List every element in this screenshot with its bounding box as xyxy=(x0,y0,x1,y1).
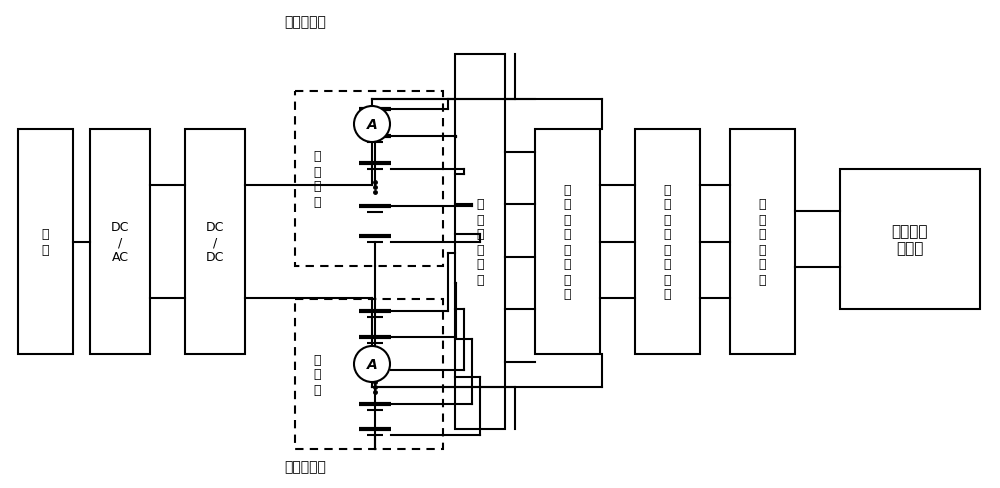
Bar xyxy=(295,92,443,266)
Bar xyxy=(185,130,245,354)
Text: 数字信号
处理器: 数字信号 处理器 xyxy=(892,224,928,256)
Text: 电
压
测
量
电
路: 电 压 测 量 电 路 xyxy=(476,198,484,286)
Bar xyxy=(295,299,443,449)
Text: 模
数
转
换
电
路: 模 数 转 换 电 路 xyxy=(759,198,766,286)
Bar xyxy=(535,130,600,354)
Text: 信
号
调
理
放
大
电
路: 信 号 调 理 放 大 电 路 xyxy=(664,183,671,301)
Text: 电流传感器: 电流传感器 xyxy=(284,15,326,29)
Text: DC
/
DC: DC / DC xyxy=(206,221,224,264)
Text: 燃
料
电
池: 燃 料 电 池 xyxy=(313,150,321,208)
Bar xyxy=(90,130,150,354)
Bar xyxy=(840,170,980,309)
Bar xyxy=(18,130,73,354)
Bar xyxy=(635,130,700,354)
Text: 电流传感器: 电流传感器 xyxy=(284,459,326,473)
Text: 锂
电
池: 锂 电 池 xyxy=(313,353,321,396)
Bar xyxy=(730,130,795,354)
Text: DC
/
AC: DC / AC xyxy=(111,221,129,264)
Circle shape xyxy=(354,346,390,382)
Text: 电
压
信
号
选
通
电
路: 电 压 信 号 选 通 电 路 xyxy=(564,183,571,301)
Bar xyxy=(455,55,505,429)
Text: A: A xyxy=(367,118,377,132)
Text: A: A xyxy=(367,357,377,371)
Text: 负
载: 负 载 xyxy=(42,228,49,256)
Circle shape xyxy=(354,107,390,142)
